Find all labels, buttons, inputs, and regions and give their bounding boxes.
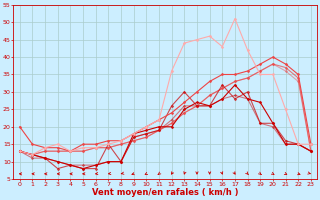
X-axis label: Vent moyen/en rafales ( km/h ): Vent moyen/en rafales ( km/h ) — [92, 188, 239, 197]
